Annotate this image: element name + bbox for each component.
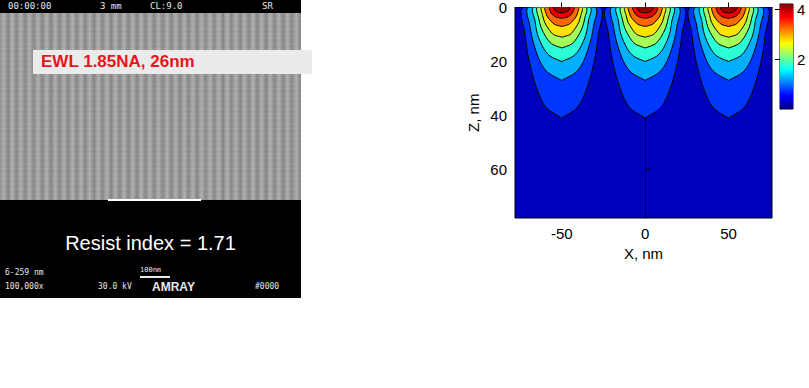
html-text:#0000: #0000 xyxy=(255,282,280,291)
svg-text:20: 20 xyxy=(490,53,507,70)
html-text:EWL 1.85NA, 26nm: EWL 1.85NA, 26nm xyxy=(41,52,195,71)
html-text:AMRAY: AMRAY xyxy=(152,280,195,294)
svg-text:0: 0 xyxy=(641,225,649,242)
html-text:CL:9.0: CL:9.0 xyxy=(150,1,183,11)
svg-text:60: 60 xyxy=(490,161,507,178)
svg-text:-50: -50 xyxy=(551,225,573,242)
svg-text:X, nm: X, nm xyxy=(624,245,663,262)
svg-text:2: 2 xyxy=(797,51,805,68)
svg-text:40: 40 xyxy=(490,107,507,124)
svg-text:Z, nm: Z, nm xyxy=(465,94,482,132)
svg-text:0: 0 xyxy=(499,0,507,16)
html-text:00:00:00: 00:00:00 xyxy=(8,1,52,11)
html-text:100,000x: 100,000x xyxy=(5,282,44,291)
html-text:6-259 nm: 6-259 nm xyxy=(5,268,44,277)
html-text:30.0 kV: 30.0 kV xyxy=(98,282,132,291)
html-text:3 mm: 3 mm xyxy=(100,1,122,11)
html-text:SR: SR xyxy=(262,1,273,11)
svg-text:4: 4 xyxy=(797,1,805,18)
html-text:100nm: 100nm xyxy=(140,266,162,274)
svg-text:50: 50 xyxy=(720,225,737,242)
html-text:Resist index = 1.71: Resist index = 1.71 xyxy=(65,232,236,254)
